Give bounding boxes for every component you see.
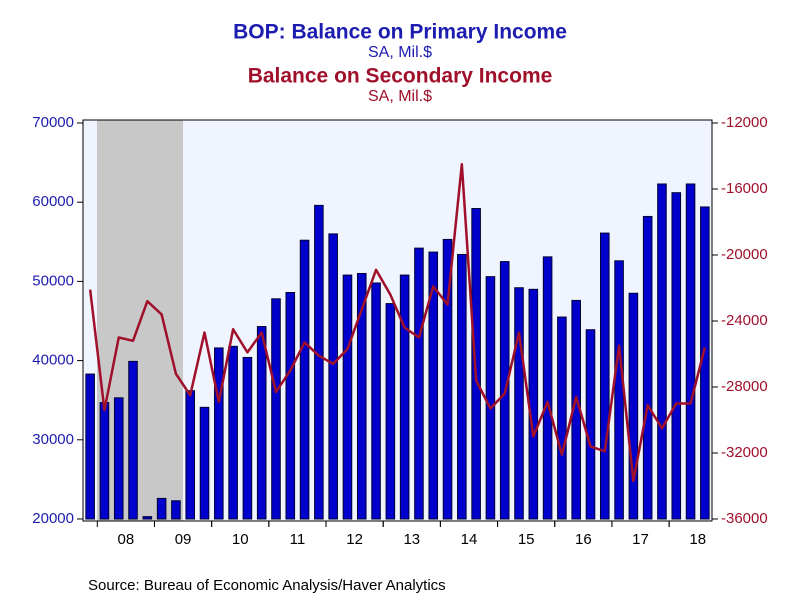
bar [314, 204, 324, 520]
bar [356, 272, 367, 520]
bar [371, 282, 381, 520]
bar [99, 402, 110, 520]
bar [485, 276, 496, 520]
bar [528, 288, 539, 520]
bar [399, 274, 410, 520]
y-tick-label: 30000 [32, 431, 74, 448]
y2-tick-label: -28000 [721, 378, 768, 395]
bar [228, 345, 238, 520]
y2-tick-label: -36000 [721, 510, 768, 527]
x-tick-label: 08 [118, 531, 135, 548]
bar [299, 239, 310, 520]
x-tick-label: 15 [518, 531, 535, 548]
bar [685, 183, 696, 520]
y2-tick-label: -12000 [721, 114, 768, 131]
bar [242, 356, 253, 520]
x-tick-label: 12 [346, 531, 363, 548]
chart-title-2: Balance on Secondary Income [248, 65, 553, 88]
plot-frame [82, 119, 713, 522]
line [88, 163, 707, 483]
bar [442, 238, 453, 520]
x-tick-label: 11 [290, 531, 306, 548]
bar [414, 247, 424, 520]
bar [585, 329, 596, 520]
x-tick-label: 18 [689, 531, 706, 548]
bar [285, 291, 296, 520]
bar [457, 253, 467, 520]
y-tick-label: 20000 [32, 510, 74, 527]
x-tick-label: 16 [575, 531, 592, 548]
source: Source: Bureau of Economic Analysis/Have… [88, 577, 446, 594]
y-tick-label: 40000 [32, 352, 74, 369]
bar [657, 183, 667, 520]
x-tick-label: 09 [175, 531, 192, 548]
bar [256, 326, 267, 520]
bar [428, 251, 439, 520]
x-tick-label: 10 [232, 531, 249, 548]
bar [85, 373, 95, 520]
bar [514, 287, 524, 520]
y-tick-label: 70000 [32, 114, 74, 131]
y2-tick-label: -24000 [721, 312, 768, 329]
x-tick-label: 14 [461, 531, 478, 548]
bar [142, 516, 153, 520]
bar [671, 192, 682, 520]
chart-subtitle-2: SA, Mil.$ [368, 88, 432, 105]
bar [171, 500, 181, 520]
bar [614, 260, 624, 520]
bar [328, 233, 338, 520]
bar [156, 497, 167, 520]
y2-tick-label: -16000 [721, 180, 768, 197]
bar [642, 215, 653, 520]
bar [128, 360, 138, 520]
y2-tick-label: -20000 [721, 246, 768, 263]
y2-tick-label: -32000 [721, 444, 768, 461]
chart-subtitle: SA, Mil.$ [368, 44, 432, 61]
bar [185, 390, 196, 520]
bar [599, 232, 610, 520]
y-tick-label: 50000 [32, 272, 74, 289]
bar [214, 347, 224, 520]
x-tick-label: 13 [403, 531, 420, 548]
x-tick-label: 17 [632, 531, 649, 548]
bar [199, 406, 210, 520]
bar [557, 316, 567, 520]
bar [628, 292, 639, 520]
bar [271, 298, 281, 520]
bar [542, 256, 553, 520]
bar [385, 303, 396, 520]
bar [342, 274, 353, 520]
chart-title: BOP: Balance on Primary Income [233, 21, 567, 44]
y-tick-label: 60000 [32, 193, 74, 210]
bar [113, 397, 124, 520]
